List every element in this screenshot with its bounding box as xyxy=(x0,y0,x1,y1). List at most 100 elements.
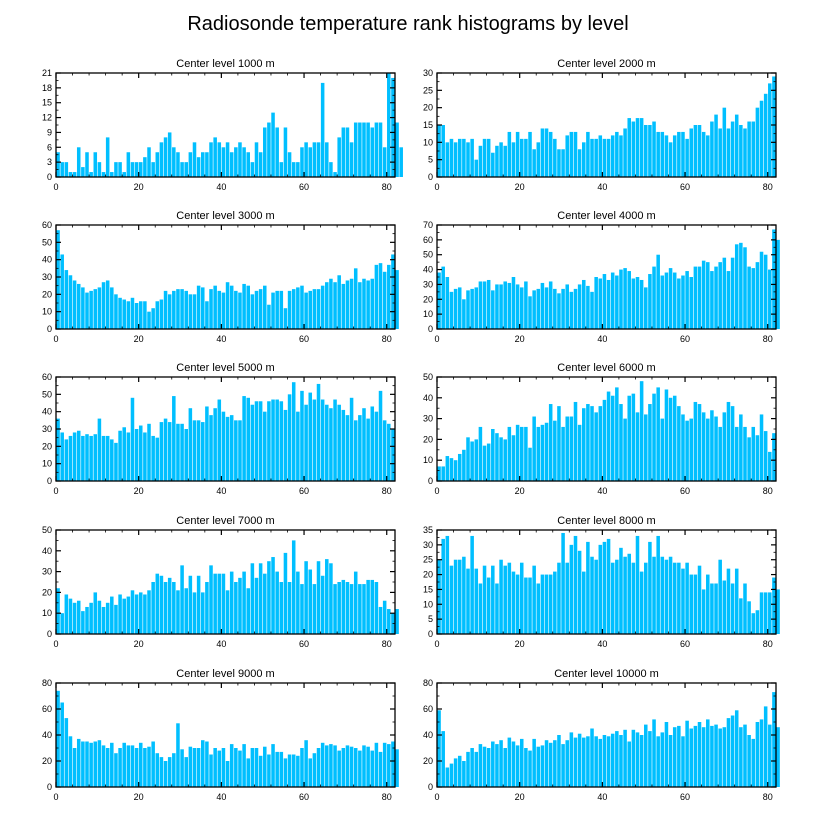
bar xyxy=(685,138,689,177)
bar xyxy=(565,284,569,329)
bar xyxy=(105,748,110,787)
bar xyxy=(677,131,681,177)
bar xyxy=(701,727,706,787)
bar xyxy=(755,722,760,787)
y-tick-label: 40 xyxy=(423,393,433,403)
bar xyxy=(205,301,209,329)
bar xyxy=(217,290,222,329)
bar xyxy=(491,152,495,177)
bar xyxy=(474,568,479,634)
bar xyxy=(263,411,267,481)
bar xyxy=(349,584,354,634)
y-tick-label: 70 xyxy=(423,220,433,230)
bar xyxy=(710,583,714,634)
bar xyxy=(606,138,611,177)
bar xyxy=(557,735,561,787)
bar xyxy=(726,128,731,177)
bar xyxy=(93,289,98,329)
bar xyxy=(557,406,561,481)
bar xyxy=(287,290,292,329)
bar xyxy=(213,573,217,634)
bar xyxy=(395,749,399,787)
y-tick-label: 10 xyxy=(42,307,52,317)
bar xyxy=(362,745,366,787)
bar xyxy=(263,573,267,634)
bar xyxy=(225,142,230,177)
bar xyxy=(250,162,255,177)
bar xyxy=(751,738,756,787)
bar xyxy=(213,285,217,329)
bar xyxy=(548,131,553,177)
bar xyxy=(553,138,557,177)
bar xyxy=(701,260,706,329)
bar xyxy=(540,128,545,177)
y-tick-label: 0 xyxy=(428,324,433,334)
bar xyxy=(569,416,574,481)
y-tick-label: 0 xyxy=(47,172,52,182)
bar xyxy=(374,411,379,481)
bar xyxy=(382,147,387,177)
bar xyxy=(97,600,102,634)
bar xyxy=(238,750,242,787)
bar xyxy=(130,590,135,634)
bar xyxy=(287,754,292,787)
bar xyxy=(254,401,259,481)
bar xyxy=(213,408,217,481)
bar xyxy=(201,152,205,177)
bar xyxy=(370,278,375,329)
panel-title: Center level 5000 m xyxy=(176,362,274,374)
bar xyxy=(333,399,337,481)
bar xyxy=(739,414,743,481)
bar xyxy=(134,594,139,634)
y-tick-label: 0 xyxy=(47,782,52,792)
bar xyxy=(267,304,271,329)
bar xyxy=(772,577,776,634)
bar xyxy=(734,426,739,481)
bar xyxy=(72,602,77,634)
bar xyxy=(122,299,126,329)
y-tick-label: 80 xyxy=(42,678,52,688)
bar xyxy=(353,420,358,481)
bar xyxy=(445,767,450,787)
bar xyxy=(528,447,532,481)
bar xyxy=(225,590,230,634)
bar xyxy=(590,291,594,329)
bar xyxy=(706,418,710,481)
bar xyxy=(291,162,296,177)
bar xyxy=(196,748,201,787)
bar xyxy=(316,142,321,177)
bar xyxy=(532,738,536,787)
bar xyxy=(519,738,524,787)
bar xyxy=(217,142,222,177)
bar xyxy=(118,162,122,177)
bar xyxy=(474,287,479,329)
bar xyxy=(196,285,201,329)
bar xyxy=(81,435,85,481)
bar xyxy=(358,282,362,329)
bar xyxy=(250,748,255,787)
bar xyxy=(130,745,135,787)
x-tick-label: 80 xyxy=(382,486,392,496)
bar xyxy=(308,569,313,634)
bar xyxy=(85,152,89,177)
bar xyxy=(333,172,337,177)
bar xyxy=(772,229,776,329)
bar xyxy=(639,735,644,787)
bar xyxy=(573,401,578,481)
bar xyxy=(279,751,284,787)
bar xyxy=(387,264,391,329)
bar xyxy=(462,299,466,329)
x-tick-label: 0 xyxy=(434,792,439,802)
bar xyxy=(151,162,155,177)
bar xyxy=(143,594,147,634)
bar xyxy=(172,147,176,177)
bar xyxy=(441,538,445,634)
y-tick-label: 10 xyxy=(42,608,52,618)
bar xyxy=(714,114,718,177)
bar xyxy=(110,742,114,787)
x-tick-label: 80 xyxy=(763,639,773,649)
bar xyxy=(689,277,694,329)
bar xyxy=(772,692,776,787)
y-tick-label: 60 xyxy=(423,704,433,714)
bar xyxy=(56,588,60,634)
